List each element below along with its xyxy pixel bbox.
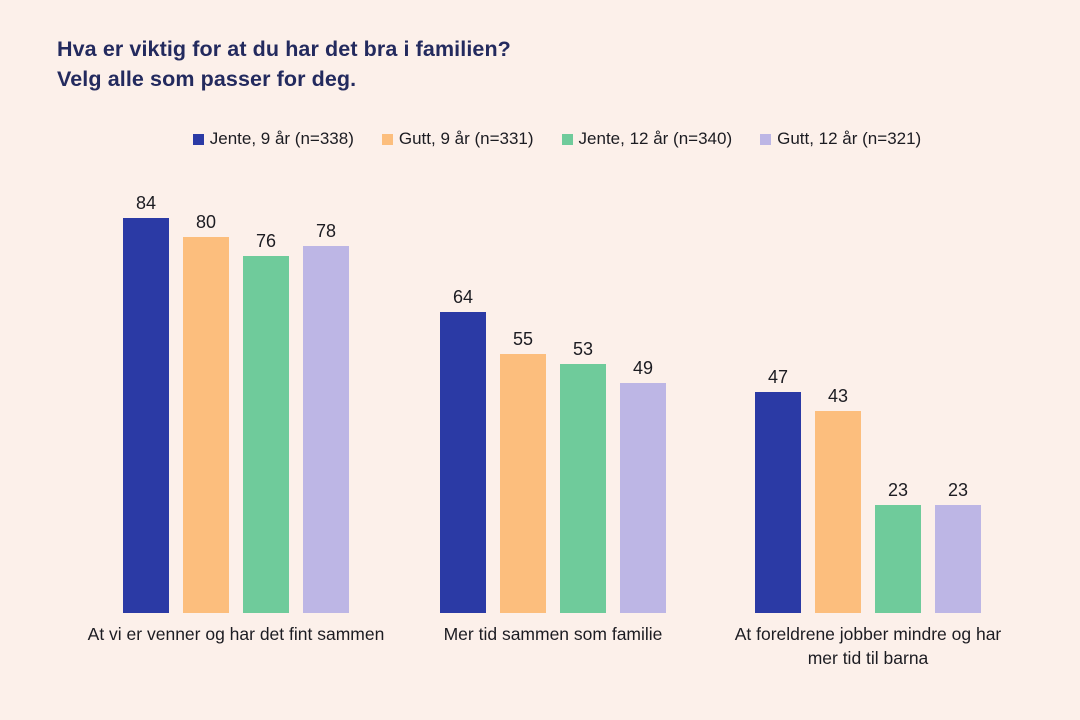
bar-value-label: 76 (255, 231, 277, 251)
bar-group: 47 43 23 23 (755, 367, 981, 613)
legend-label: Jente, 12 år (n=340) (578, 129, 733, 148)
bar-value-label: 64 (452, 287, 474, 307)
legend-item: Jente, 12 år (n=340) (561, 129, 733, 149)
bar-wrap: 76 (243, 231, 289, 613)
bar-wrap: 78 (303, 221, 349, 613)
bar (183, 237, 229, 613)
bar (875, 505, 921, 613)
bar-value-label: 78 (315, 221, 337, 241)
bar-value-label: 84 (135, 193, 157, 213)
bar-group: 84 80 76 78 (123, 193, 349, 613)
bar (935, 505, 981, 613)
legend-label: Gutt, 12 år (n=321) (777, 129, 922, 148)
bar (303, 246, 349, 613)
bar-wrap: 23 (875, 480, 921, 613)
legend-swatch-icon (192, 133, 204, 145)
bar-value-label: 49 (632, 358, 654, 378)
bar-wrap: 80 (183, 212, 229, 613)
bar (755, 392, 801, 613)
bar-wrap: 64 (440, 287, 486, 613)
x-axis-category-label: At foreldrene jobber mindre og har mer t… (734, 624, 1002, 668)
bar-wrap: 43 (815, 386, 861, 613)
bar-value-label: 23 (947, 480, 969, 500)
bar-value-label: 80 (195, 212, 217, 232)
legend-label: Jente, 9 år (n=338) (209, 129, 354, 148)
bar-wrap: 23 (935, 480, 981, 613)
chart-title: Hva er viktig for at du har det bra i fa… (57, 34, 511, 94)
legend-swatch-icon (561, 133, 573, 145)
bar (815, 411, 861, 613)
bar-wrap: 49 (620, 358, 666, 613)
bar-value-label: 55 (512, 329, 534, 349)
bar-wrap: 55 (500, 329, 546, 613)
legend-item: Jente, 9 år (n=338) (192, 129, 354, 149)
bar (243, 256, 289, 613)
bar-value-label: 43 (827, 386, 849, 406)
bar-value-label: 23 (887, 480, 909, 500)
bar-wrap: 84 (123, 193, 169, 613)
bar-value-label: 47 (767, 367, 789, 387)
legend-label: Gutt, 9 år (n=331) (398, 129, 534, 148)
x-axis-labels: At vi er venner og har det fint sammen Me… (0, 622, 1080, 692)
x-axis-category-label: Mer tid sammen som familie (443, 624, 663, 644)
x-axis-category-label: At vi er venner og har det fint sammen (87, 624, 385, 644)
chart-title-line1: Hva er viktig for at du har det bra i fa… (57, 37, 511, 61)
legend-item: Gutt, 9 år (n=331) (381, 129, 534, 149)
bar (123, 218, 169, 613)
legend-swatch-icon (381, 133, 393, 145)
bar (500, 354, 546, 613)
bar (560, 364, 606, 613)
legend-item: Gutt, 12 år (n=321) (760, 129, 921, 149)
plot-area: 84 80 76 78 64 55 53 49 47 43 23 23 (123, 190, 981, 613)
bar-wrap: 47 (755, 367, 801, 613)
legend-swatch-icon (760, 133, 772, 145)
legend: Jente, 9 år (n=338) Gutt, 9 år (n=331) Jen… (0, 129, 1080, 149)
bar-group: 64 55 53 49 (440, 287, 666, 613)
chart-title-line2: Velg alle som passer for deg. (57, 67, 357, 91)
bar-wrap: 53 (560, 339, 606, 613)
bar (440, 312, 486, 613)
bar (620, 383, 666, 613)
bar-value-label: 53 (572, 339, 594, 359)
